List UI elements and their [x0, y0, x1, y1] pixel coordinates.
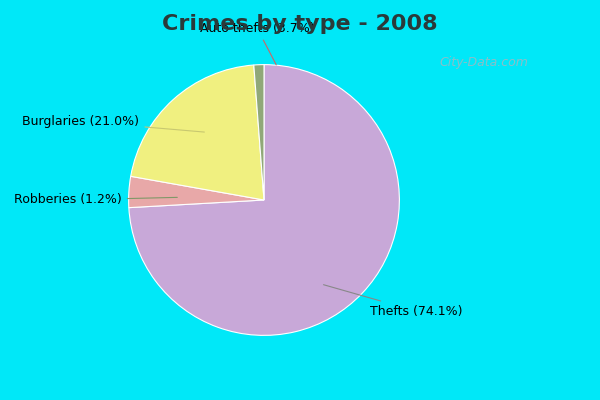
Text: City-Data.com: City-Data.com	[439, 56, 528, 69]
Wedge shape	[128, 176, 264, 208]
Wedge shape	[254, 65, 264, 200]
Wedge shape	[129, 65, 400, 335]
Text: Crimes by type - 2008: Crimes by type - 2008	[162, 14, 438, 34]
Wedge shape	[131, 65, 264, 200]
Text: Auto thefts (3.7%): Auto thefts (3.7%)	[200, 22, 314, 65]
Text: Burglaries (21.0%): Burglaries (21.0%)	[22, 115, 205, 132]
Text: Robberies (1.2%): Robberies (1.2%)	[14, 194, 177, 206]
Text: Thefts (74.1%): Thefts (74.1%)	[323, 285, 462, 318]
